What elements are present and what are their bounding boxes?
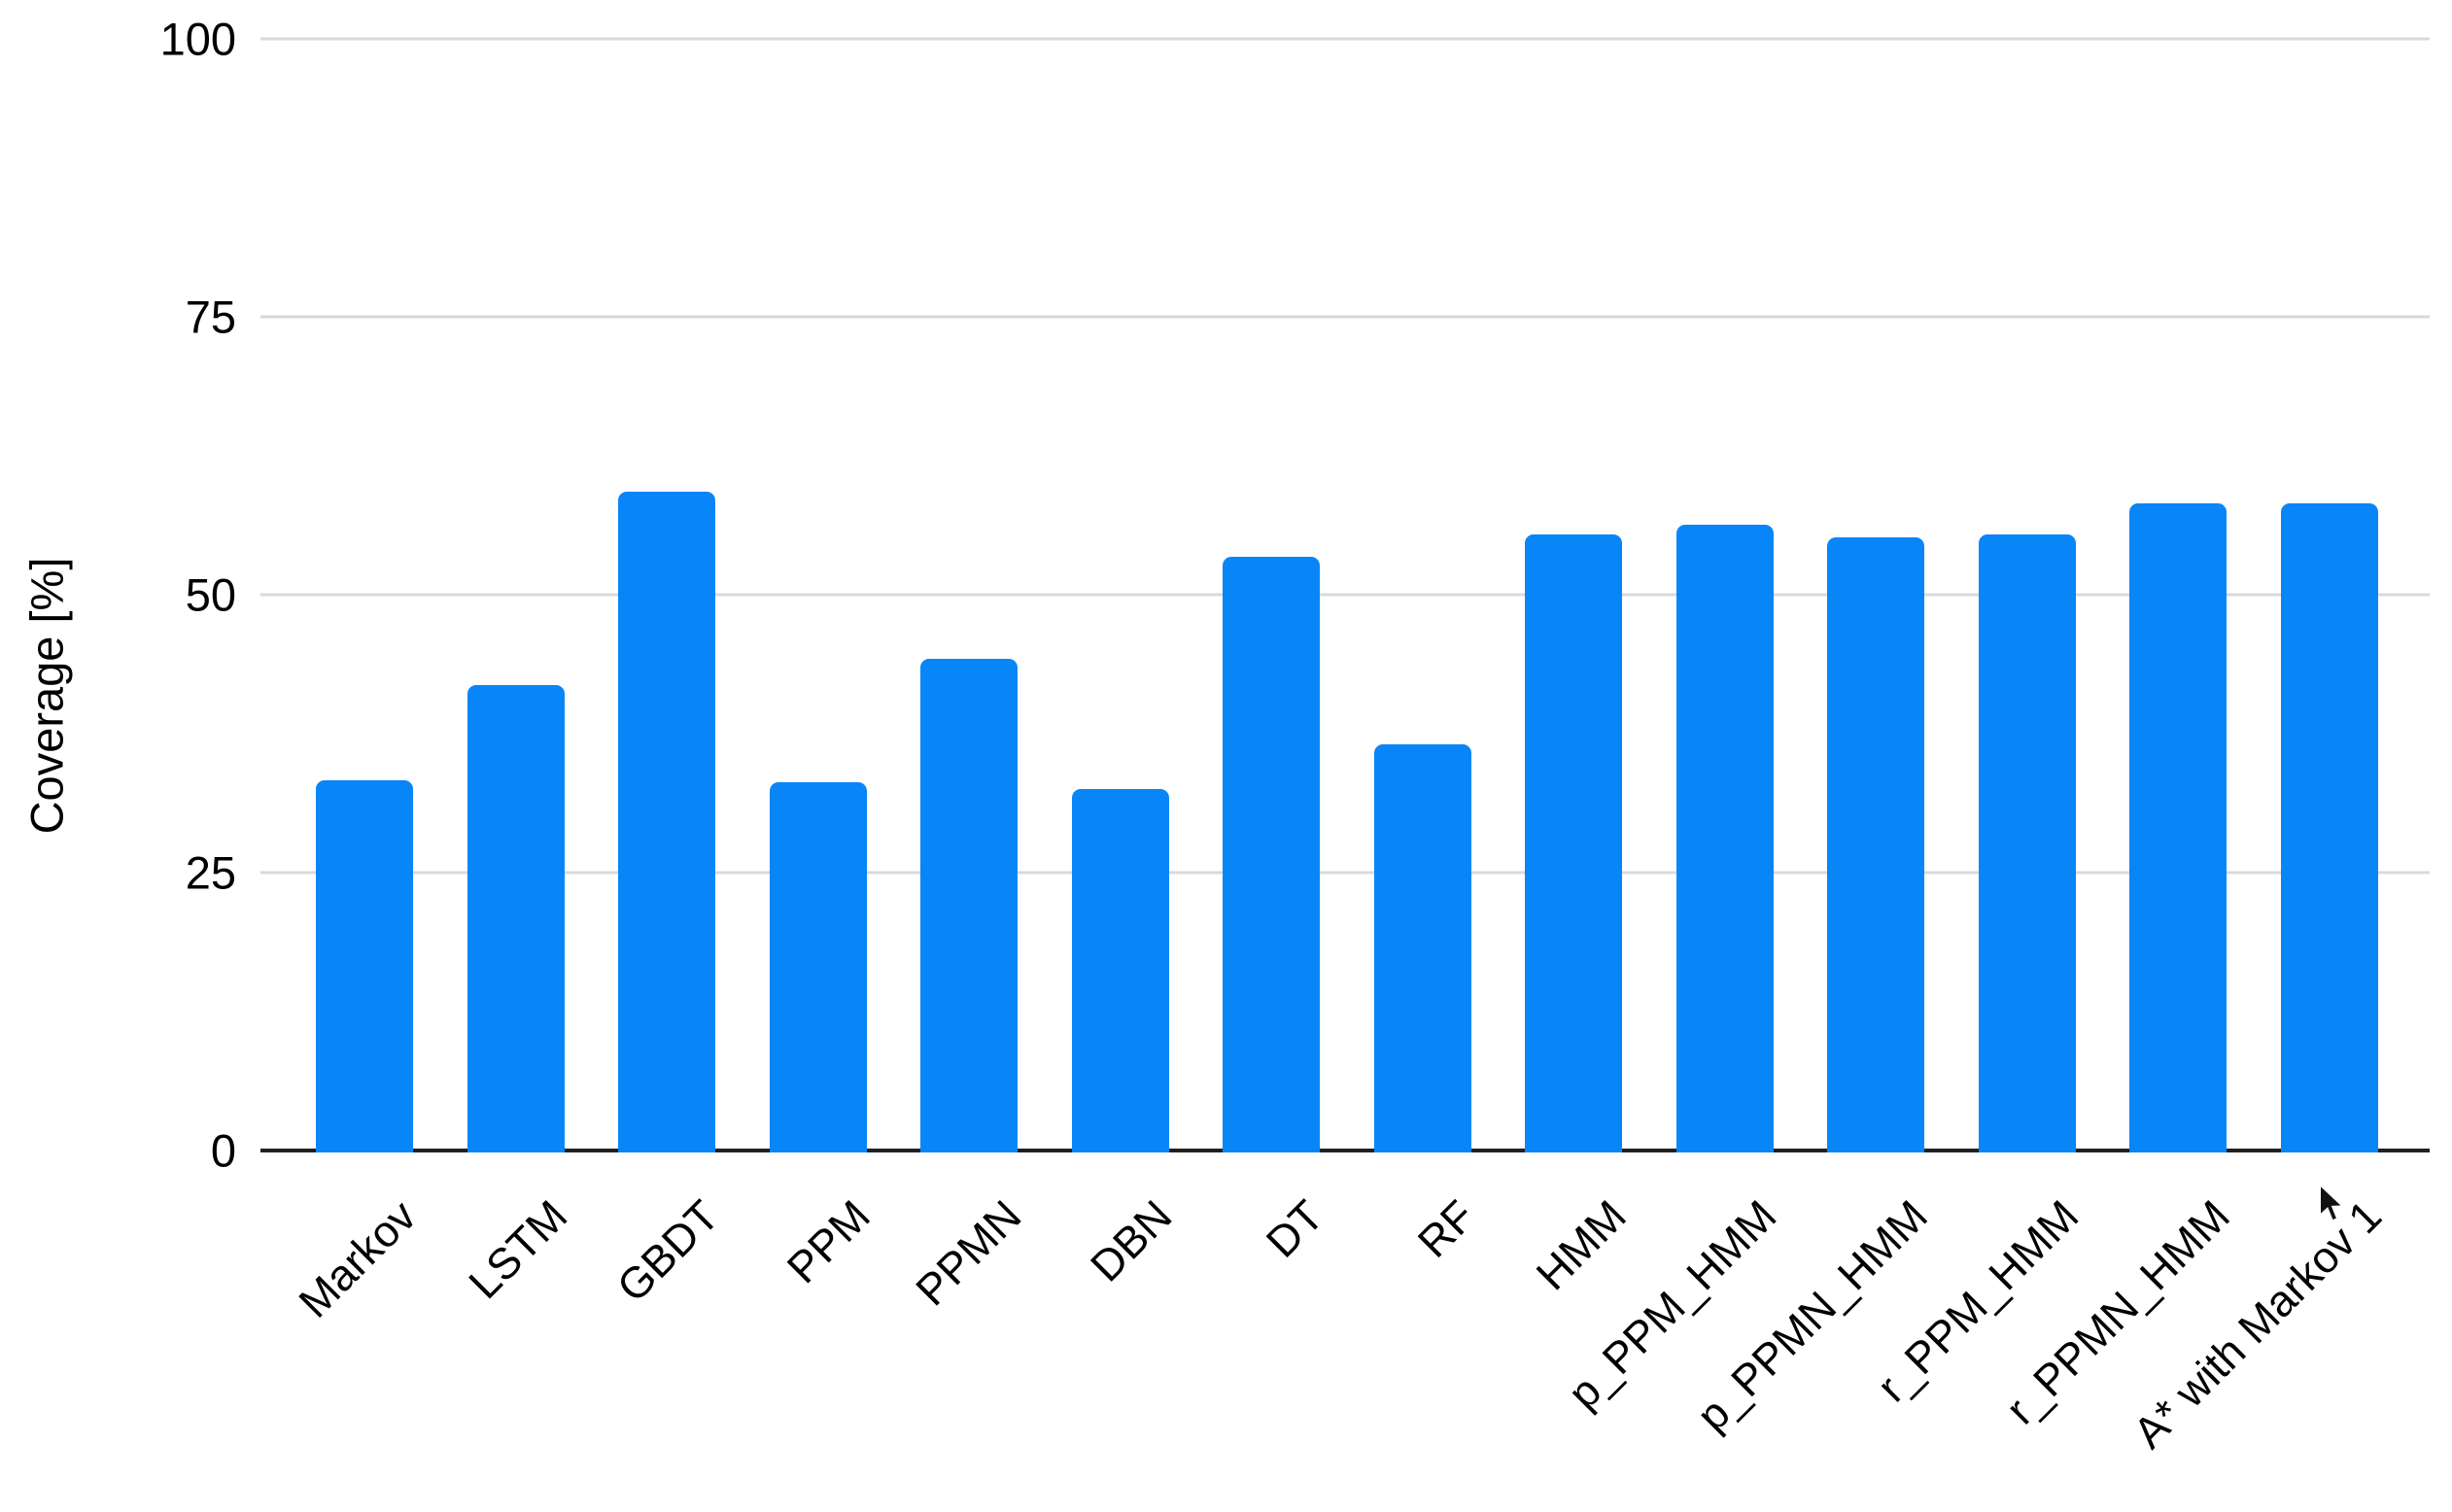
bar-HMM [1525,534,1622,1152]
y-tick-label: 25 [185,846,236,899]
y-gridline [260,871,2430,875]
y-tick-label: 0 [210,1124,236,1177]
x-tick-label: DBN [1081,1190,1182,1291]
x-tick-label: PPM [777,1190,880,1293]
bar-DT [1223,557,1320,1152]
bar-Markov [316,780,413,1152]
x-tick-label: HMM [1526,1190,1636,1300]
x-tick-label: RF [1407,1190,1484,1267]
bar-LSTM [466,684,565,1152]
x-tick-label: DT [1256,1190,1333,1267]
mouse-cursor-icon [2319,1184,2346,1222]
x-tick-label: Markov [289,1190,427,1327]
x-tick-label: LSTM [459,1190,577,1309]
bar-DBN [1071,789,1169,1152]
bar-PPMN [920,659,1018,1152]
y-gridline [260,37,2430,41]
y-gridline [260,593,2430,597]
bar-p_PPM_HMM [1675,524,1774,1152]
x-axis-line [260,1149,2430,1152]
bar-RF [1373,744,1471,1152]
x-tick-label: PPMN [906,1190,1031,1316]
y-tick-label: 100 [159,13,236,65]
bar-PPM [769,782,867,1152]
y-tick-label: 75 [185,291,236,343]
bar-p_PPMN_HMM [1827,536,1924,1152]
y-axis-title: Coverage [%] [20,557,73,835]
x-tick-label: GBDT [606,1190,729,1312]
y-tick-label: 50 [185,568,236,621]
y-gridline [260,315,2430,319]
bar-A* with Markov 1 [2280,503,2378,1152]
bar-GBDT [618,491,715,1152]
bar-r_PPM_HMM [1978,534,2076,1152]
bar-r_PPMN_HMM [2129,503,2227,1152]
